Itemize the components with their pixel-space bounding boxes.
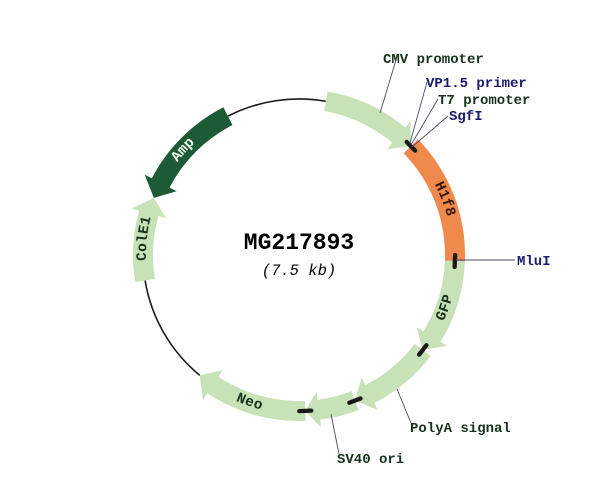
svg-text:(7.5 kb): (7.5 kb) xyxy=(262,262,336,280)
svg-text:T7 promoter: T7 promoter xyxy=(438,93,530,109)
svg-text:MluI: MluI xyxy=(517,254,551,270)
svg-text:VP1.5 primer: VP1.5 primer xyxy=(426,76,527,92)
svg-text:C: C xyxy=(135,252,151,261)
svg-text:SV40 ori: SV40 ori xyxy=(337,452,404,468)
svg-text:SgfI: SgfI xyxy=(449,109,483,125)
svg-text:MG217893: MG217893 xyxy=(244,230,354,256)
svg-text:CMV promoter: CMV promoter xyxy=(383,52,484,68)
svg-text:PolyA signal: PolyA signal xyxy=(410,421,511,437)
